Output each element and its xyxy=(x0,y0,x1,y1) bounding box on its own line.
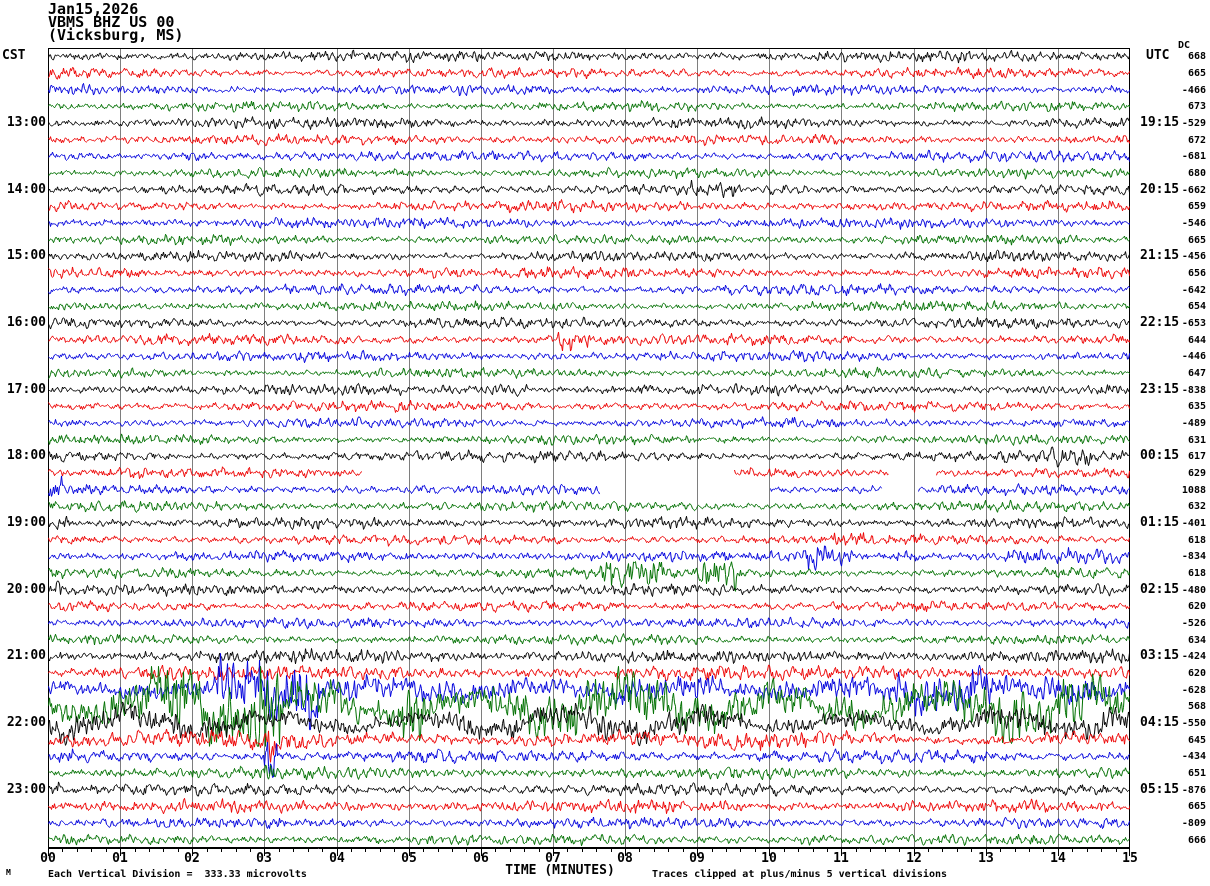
dc-value: 620 xyxy=(1187,601,1206,612)
minute-tick-label: 15 xyxy=(1122,851,1138,866)
minute-tick-label: 08 xyxy=(617,851,633,866)
dc-value: -424 xyxy=(1181,651,1206,662)
minute-tick-label: 04 xyxy=(329,851,345,866)
dc-value: -838 xyxy=(1181,385,1206,396)
hour-label-utc: 01:15 xyxy=(1140,515,1180,530)
minute-tick-label: 13 xyxy=(978,851,994,866)
dc-value: -456 xyxy=(1181,251,1206,262)
dc-value: -526 xyxy=(1181,618,1206,629)
dc-value: -546 xyxy=(1181,218,1206,229)
dc-value: 680 xyxy=(1187,168,1206,179)
dc-value: -876 xyxy=(1181,785,1206,796)
dc-value: 665 xyxy=(1187,68,1206,79)
title-location: (Vicksburg, MS) xyxy=(48,26,184,44)
title-station: VBMS BHZ US 00 xyxy=(48,13,175,31)
hour-label-cst: 14:00 xyxy=(6,182,46,197)
dc-value: 651 xyxy=(1187,768,1206,779)
minute-tick-label: 12 xyxy=(906,851,922,866)
dc-value: -550 xyxy=(1181,718,1206,729)
minute-tick-label: 01 xyxy=(112,851,128,866)
dc-value: 647 xyxy=(1187,368,1206,379)
dc-value: 635 xyxy=(1187,401,1206,412)
minute-tick-label: 11 xyxy=(833,851,849,866)
dc-value: 656 xyxy=(1187,268,1206,279)
minute-tick-label: 06 xyxy=(473,851,489,866)
dc-value: 665 xyxy=(1187,801,1206,812)
dc-value: 631 xyxy=(1187,435,1206,446)
minute-tick-label: 02 xyxy=(184,851,200,866)
dc-value: 672 xyxy=(1187,135,1206,146)
dc-value: -653 xyxy=(1181,318,1206,329)
dc-value: 617 xyxy=(1187,451,1206,462)
time-axis-canvas xyxy=(48,848,1130,859)
x-axis-title: TIME (MINUTES) xyxy=(505,863,615,878)
hour-label-utc: 05:15 xyxy=(1140,782,1180,797)
dc-value: -446 xyxy=(1181,351,1206,362)
hour-label-cst: 20:00 xyxy=(6,582,46,597)
dc-value: 668 xyxy=(1187,51,1206,62)
dc-value: -489 xyxy=(1181,418,1206,429)
hour-label-utc: 02:15 xyxy=(1140,582,1180,597)
hour-label-utc: 04:15 xyxy=(1140,715,1180,730)
dc-value: -401 xyxy=(1181,518,1206,529)
dc-value: -809 xyxy=(1181,818,1206,829)
minute-tick-label: 00 xyxy=(40,851,56,866)
minute-tick-label: 10 xyxy=(761,851,777,866)
hour-label-cst: 23:00 xyxy=(6,782,46,797)
dc-value: 620 xyxy=(1187,668,1206,679)
hour-label-cst: 19:00 xyxy=(6,515,46,530)
dc-value: 632 xyxy=(1187,501,1206,512)
dc-value: 644 xyxy=(1187,335,1206,346)
dc-value: -834 xyxy=(1181,551,1206,562)
hour-label-utc: 20:15 xyxy=(1140,182,1180,197)
hour-label-cst: 22:00 xyxy=(6,715,46,730)
dc-value: 666 xyxy=(1187,835,1206,846)
seismogram-trace-canvas xyxy=(48,48,1130,848)
dc-value: 568 xyxy=(1187,701,1206,712)
minute-tick-label: 14 xyxy=(1050,851,1066,866)
dc-value: 665 xyxy=(1187,235,1206,246)
dc-value: -681 xyxy=(1181,151,1206,162)
hour-label-cst: 13:00 xyxy=(6,115,46,130)
hour-label-cst: 21:00 xyxy=(6,648,46,663)
dc-value: 629 xyxy=(1187,468,1206,479)
hour-label-utc: 23:15 xyxy=(1140,382,1180,397)
right-timezone-header: UTC xyxy=(1146,48,1170,63)
dc-value: -466 xyxy=(1181,85,1206,96)
dc-value: -662 xyxy=(1181,185,1206,196)
footer-scale-note: Each Vertical Division = 333.33 microvol… xyxy=(48,869,307,880)
dc-value: 645 xyxy=(1187,735,1206,746)
dc-value: 1088 xyxy=(1181,485,1206,496)
hour-label-cst: 15:00 xyxy=(6,248,46,263)
hour-label-utc: 19:15 xyxy=(1140,115,1180,130)
corner-watermark-glyph: M xyxy=(6,868,11,877)
hour-label-utc: 03:15 xyxy=(1140,648,1180,663)
dc-value: 618 xyxy=(1187,568,1206,579)
dc-value: -529 xyxy=(1181,118,1206,129)
minute-tick-label: 09 xyxy=(689,851,705,866)
dc-value: 659 xyxy=(1187,201,1206,212)
hour-label-utc: 22:15 xyxy=(1140,315,1180,330)
dc-value: 634 xyxy=(1187,635,1206,646)
hour-label-cst: 17:00 xyxy=(6,382,46,397)
dc-value: -434 xyxy=(1181,751,1206,762)
left-timezone-header: CST xyxy=(2,48,26,63)
dc-value: -628 xyxy=(1181,685,1206,696)
hour-label-utc: 00:15 xyxy=(1140,448,1180,463)
title-date: Jan15,2026 xyxy=(48,0,139,18)
hour-label-utc: 21:15 xyxy=(1140,248,1180,263)
dc-value: -642 xyxy=(1181,285,1206,296)
dc-value: -480 xyxy=(1181,585,1206,596)
dc-value: 654 xyxy=(1187,301,1206,312)
footer-clip-note: Traces clipped at plus/minus 5 vertical … xyxy=(652,869,948,880)
dc-value: 618 xyxy=(1187,535,1206,546)
dc-value: 673 xyxy=(1187,101,1206,112)
dc-offset-header: DC xyxy=(1178,40,1191,51)
minute-tick-label: 05 xyxy=(401,851,417,866)
minute-tick-label: 03 xyxy=(256,851,272,866)
hour-label-cst: 18:00 xyxy=(6,448,46,463)
hour-label-cst: 16:00 xyxy=(6,315,46,330)
minute-tick-label: 07 xyxy=(545,851,561,866)
